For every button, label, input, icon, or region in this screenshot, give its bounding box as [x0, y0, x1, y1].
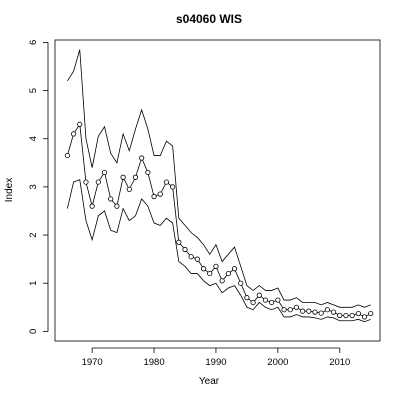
- data-point-estimate: [361, 314, 368, 320]
- data-point-estimate: [77, 121, 83, 127]
- data-point-estimate: [176, 239, 182, 245]
- y-tick-label: 6: [28, 40, 39, 45]
- x-axis: 1970 1980 1990 2000 2010: [82, 347, 350, 368]
- y-axis: 0 1 2 3 4 5 6: [28, 40, 49, 334]
- data-point-estimate: [250, 299, 256, 306]
- data-point-estimate: [312, 309, 318, 315]
- x-tick-label: 1980: [143, 357, 164, 368]
- x-tick-label: 2010: [329, 357, 350, 368]
- y-tick-label: 5: [28, 88, 39, 93]
- data-point-estimate: [163, 179, 170, 185]
- data-point-estimate: [306, 308, 312, 314]
- data-point-estimate: [368, 310, 374, 317]
- x-tick-label: 1970: [82, 357, 103, 368]
- data-point-estimate: [213, 263, 219, 269]
- data-point-estimate: [95, 179, 101, 185]
- data-point-estimate: [269, 299, 275, 306]
- series-line-upper: [67, 49, 371, 308]
- data-point-estimate: [355, 310, 361, 317]
- data-point-estimate: [337, 312, 343, 319]
- x-tick-label: 2000: [267, 357, 288, 368]
- data-point-estimate: [318, 310, 324, 316]
- chart-title: s04060 WIS: [176, 12, 242, 26]
- data-point-estimate: [188, 254, 194, 260]
- data-point-estimate: [151, 193, 157, 200]
- data-point-estimate: [194, 256, 200, 262]
- y-tick-label: 1: [28, 281, 39, 286]
- data-point-estimate: [200, 266, 207, 272]
- x-axis-label: Year: [199, 376, 220, 387]
- y-axis-label: Index: [4, 178, 15, 202]
- data-point-estimate: [219, 278, 225, 284]
- data-point-estimate: [238, 280, 244, 286]
- data-point-estimate: [120, 174, 126, 180]
- data-point-estimate: [324, 307, 330, 313]
- data-point-estimate: [101, 169, 108, 176]
- data-point-estimate: [343, 312, 349, 319]
- data-point-estimate: [256, 292, 262, 298]
- data-point-estimate: [231, 266, 238, 272]
- data-point-estimate: [145, 169, 151, 176]
- data-point-estimate: [207, 270, 213, 277]
- y-tick-label: 0: [28, 329, 39, 334]
- series-layer: [64, 49, 374, 323]
- data-point-estimate: [293, 304, 300, 310]
- data-point-estimate: [126, 186, 132, 192]
- data-point-estimate: [330, 309, 337, 315]
- data-point-estimate: [275, 297, 281, 303]
- data-point-estimate: [89, 203, 95, 209]
- data-point-estimate: [70, 131, 77, 137]
- data-point-estimate: [83, 179, 89, 185]
- data-point-estimate: [262, 297, 269, 303]
- data-point-estimate: [182, 246, 188, 253]
- data-point-estimate: [287, 307, 293, 313]
- plot-frame: [54, 39, 381, 342]
- y-tick-label: 2: [28, 232, 39, 237]
- data-point-estimate: [300, 308, 306, 314]
- x-tick-label: 1990: [205, 357, 226, 368]
- y-tick-label: 3: [28, 184, 39, 189]
- data-point-estimate: [281, 307, 287, 313]
- data-point-estimate: [349, 312, 355, 319]
- data-point-estimate: [139, 155, 145, 161]
- series-line-lower: [66, 179, 371, 323]
- data-point-estimate: [114, 203, 120, 209]
- data-point-estimate: [108, 196, 114, 202]
- data-point-estimate: [170, 184, 176, 190]
- data-point-estimate: [132, 174, 139, 180]
- data-point-estimate: [225, 270, 231, 277]
- data-point-estimate: [64, 152, 70, 159]
- data-point-estimate: [244, 295, 250, 301]
- data-point-estimate: [157, 191, 163, 197]
- y-tick-label: 4: [28, 136, 39, 141]
